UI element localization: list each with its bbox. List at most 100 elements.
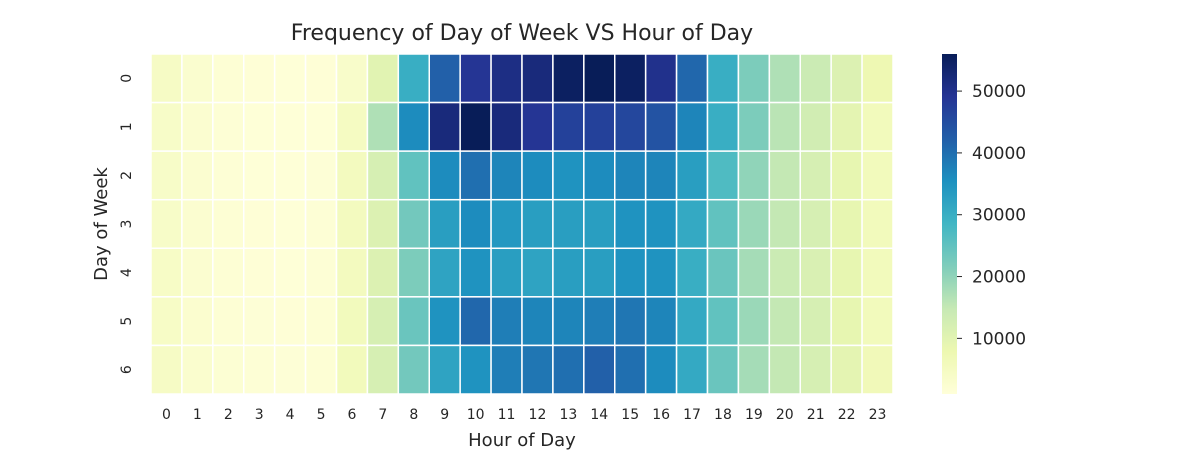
heatmap-cell — [614, 150, 647, 201]
heatmap-cell — [212, 247, 245, 298]
heatmap-cell — [737, 53, 771, 104]
heatmap-cell — [675, 101, 709, 152]
heatmap-cell — [706, 150, 740, 201]
heatmap-cell — [243, 101, 276, 152]
heatmap-cell — [243, 150, 276, 201]
heatmap-cell — [397, 150, 431, 201]
x-tick-label: 22 — [838, 407, 856, 423]
heatmap-cell — [768, 150, 801, 201]
heatmap-cell — [644, 296, 678, 347]
heatmap-cell — [181, 198, 214, 250]
heatmap-cell — [366, 198, 400, 250]
heatmap-cell — [675, 198, 709, 250]
heatmap-cell — [428, 344, 461, 395]
y-axis-label: Day of Week — [91, 167, 112, 281]
heatmap-cell — [552, 296, 585, 347]
heatmap-cell — [397, 344, 431, 395]
heatmap-cell — [737, 101, 771, 152]
heatmap-cell — [583, 296, 616, 347]
x-tick-labels: 0 1 2 3 4 5 6 7 8 9 10 11 12 13 14 15 16 17 18 19 20 21 22 23 — [162, 407, 886, 423]
heatmap-cell — [273, 344, 307, 395]
heatmap-cell — [428, 150, 461, 201]
heatmap-cell — [768, 53, 801, 104]
heatmap-cell — [366, 150, 400, 201]
colorbar-tick-label: 20000 — [972, 268, 1026, 288]
heatmap-cell — [583, 53, 616, 104]
heatmap-cell — [335, 150, 369, 201]
heatmap-cell — [830, 150, 863, 201]
colorbar-tick-label: 50000 — [972, 82, 1026, 102]
y-tick-label: 3 — [119, 220, 135, 229]
heatmap-cells — [150, 53, 894, 395]
heatmap-cell — [830, 247, 863, 298]
y-tick-label: 1 — [119, 122, 135, 131]
heatmap-cell — [304, 344, 338, 395]
heatmap-cell — [366, 53, 400, 104]
heatmap-cell — [459, 198, 492, 250]
heatmap-cell — [614, 198, 647, 250]
heatmap-cell — [861, 344, 894, 395]
colorbar-tick-label: 40000 — [972, 144, 1026, 164]
heatmap-cell — [768, 247, 801, 298]
heatmap-cell — [366, 296, 400, 347]
heatmap-cell — [304, 53, 338, 104]
heatmap-cell — [521, 247, 554, 298]
x-tick-label: 0 — [162, 407, 171, 423]
heatmap-cell — [861, 53, 894, 104]
heatmap-cell — [521, 150, 554, 201]
x-tick-label: 12 — [529, 407, 547, 423]
heatmap-cell — [552, 101, 585, 152]
heatmap-cell — [212, 296, 245, 347]
heatmap-cell — [150, 101, 183, 152]
x-tick-label: 18 — [714, 407, 732, 423]
heatmap-cell — [830, 101, 863, 152]
heatmap-cell — [273, 53, 307, 104]
heatmap-cell — [706, 344, 740, 395]
heatmap-cell — [552, 344, 585, 395]
heatmap-cell — [335, 101, 369, 152]
heatmap-cell — [737, 344, 771, 395]
x-tick-label: 6 — [347, 407, 356, 423]
x-axis-label: Hour of Day — [468, 430, 576, 450]
heatmap-cell — [428, 101, 461, 152]
heatmap-cell — [428, 198, 461, 250]
heatmap-cell — [644, 198, 678, 250]
heatmap-cell — [459, 296, 492, 347]
heatmap-cell — [428, 247, 461, 298]
heatmap-cell — [675, 53, 709, 104]
heatmap-cell — [675, 296, 709, 347]
colorbar-tick-labels: 10000 20000 30000 40000 50000 — [957, 82, 1026, 349]
heatmap-cell — [212, 150, 245, 201]
heatmap-cell — [552, 150, 585, 201]
heatmap-cell — [335, 53, 369, 104]
heatmap-cell — [861, 101, 894, 152]
heatmap-cell — [366, 101, 400, 152]
heatmap-cell — [397, 247, 431, 298]
y-tick-labels: 0 1 2 3 4 5 6 — [119, 74, 135, 374]
heatmap-cell — [799, 53, 832, 104]
heatmap-cell — [459, 344, 492, 395]
chart-title: Frequency of Day of Week VS Hour of Day — [291, 21, 753, 46]
heatmap-cell — [706, 198, 740, 250]
heatmap-cell — [768, 101, 801, 152]
heatmap-cell — [799, 296, 832, 347]
heatmap-cell — [675, 150, 709, 201]
heatmap-cell — [304, 198, 338, 250]
x-tick-label: 11 — [498, 407, 516, 423]
heatmap-cell — [768, 344, 801, 395]
heatmap-cell — [737, 198, 771, 250]
heatmap-cell — [212, 344, 245, 395]
heatmap-cell — [644, 247, 678, 298]
heatmap-cell — [304, 150, 338, 201]
heatmap-cell — [830, 198, 863, 250]
x-tick-label: 1 — [193, 407, 202, 423]
x-tick-label: 21 — [807, 407, 825, 423]
heatmap-cell — [490, 344, 523, 395]
heatmap-cell — [799, 247, 832, 298]
x-tick-label: 17 — [683, 407, 701, 423]
heatmap-cell — [181, 247, 214, 298]
x-tick-label: 4 — [286, 407, 295, 423]
heatmap-cell — [521, 53, 554, 104]
heatmap-cell — [521, 344, 554, 395]
heatmap-cell — [614, 247, 647, 298]
